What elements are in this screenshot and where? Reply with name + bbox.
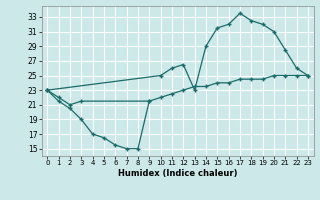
X-axis label: Humidex (Indice chaleur): Humidex (Indice chaleur): [118, 169, 237, 178]
